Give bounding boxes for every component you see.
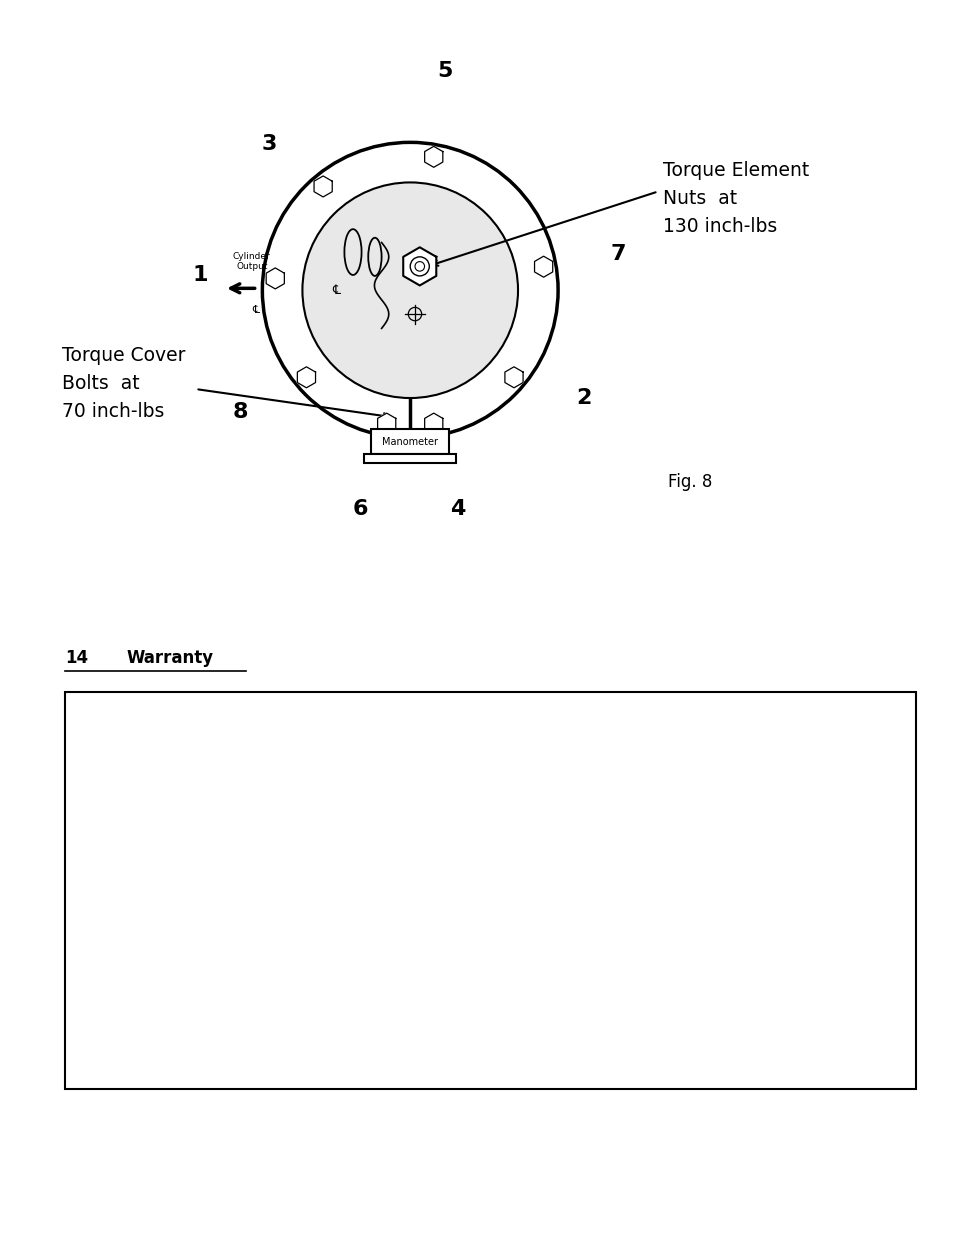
Text: 3: 3 bbox=[261, 135, 276, 154]
Polygon shape bbox=[377, 414, 395, 435]
Text: Cylinder
Output: Cylinder Output bbox=[233, 252, 271, 272]
Polygon shape bbox=[266, 268, 284, 289]
Text: 5: 5 bbox=[437, 62, 453, 82]
FancyBboxPatch shape bbox=[65, 692, 915, 1089]
Text: 2: 2 bbox=[576, 388, 591, 408]
Text: Thermolec Ltd. will not be held responsible for accidental or consequential dama: Thermolec Ltd. will not be held responsi… bbox=[71, 1045, 789, 1076]
Text: 14: 14 bbox=[65, 648, 88, 667]
Polygon shape bbox=[403, 247, 436, 285]
Text: 1: 1 bbox=[193, 266, 208, 285]
Text: 4: 4 bbox=[450, 499, 465, 519]
Text: Thermolec’s responsibility shall be limited in any case to the replacement or re: Thermolec’s responsibility shall be limi… bbox=[71, 947, 837, 995]
Polygon shape bbox=[424, 414, 442, 435]
Text: Fig. 8: Fig. 8 bbox=[667, 473, 712, 490]
Text: 8: 8 bbox=[233, 403, 248, 422]
Polygon shape bbox=[504, 367, 522, 388]
Text: ℄: ℄ bbox=[252, 305, 259, 315]
Text: 7: 7 bbox=[610, 243, 625, 264]
FancyBboxPatch shape bbox=[371, 429, 449, 454]
Text: Manometer: Manometer bbox=[382, 436, 437, 447]
Text: Warranty: Warranty bbox=[127, 648, 213, 667]
FancyBboxPatch shape bbox=[364, 454, 456, 463]
Text: ℄: ℄ bbox=[332, 284, 339, 296]
Polygon shape bbox=[534, 256, 552, 277]
Text: Torque Cover
Bolts  at
70 inch-lbs: Torque Cover Bolts at 70 inch-lbs bbox=[62, 346, 185, 421]
Text: Any claim under this warranty shall be considered only if the product has been i: Any claim under this warranty shall be c… bbox=[71, 804, 770, 835]
Text: Thermolec Ltd. warrants against defects in materials and workmanship the heat ge: Thermolec Ltd. warrants against defects … bbox=[71, 706, 834, 755]
Text: Any misuse of the system or any repair by persons other than those authorized by: Any misuse of the system or any repair b… bbox=[71, 876, 834, 906]
Polygon shape bbox=[297, 367, 315, 388]
Text: Torque Element
Nuts  at
130 inch-lbs: Torque Element Nuts at 130 inch-lbs bbox=[662, 161, 808, 236]
Polygon shape bbox=[424, 146, 442, 167]
Ellipse shape bbox=[302, 183, 517, 398]
Text: 6: 6 bbox=[353, 499, 368, 519]
Polygon shape bbox=[314, 175, 332, 196]
